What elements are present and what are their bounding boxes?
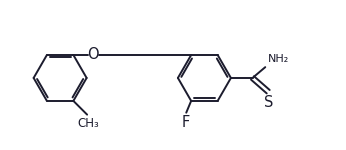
- Text: S: S: [264, 95, 274, 110]
- Text: CH₃: CH₃: [77, 117, 99, 130]
- Text: F: F: [181, 115, 189, 130]
- Text: O: O: [87, 48, 99, 63]
- Text: NH₂: NH₂: [268, 54, 290, 64]
